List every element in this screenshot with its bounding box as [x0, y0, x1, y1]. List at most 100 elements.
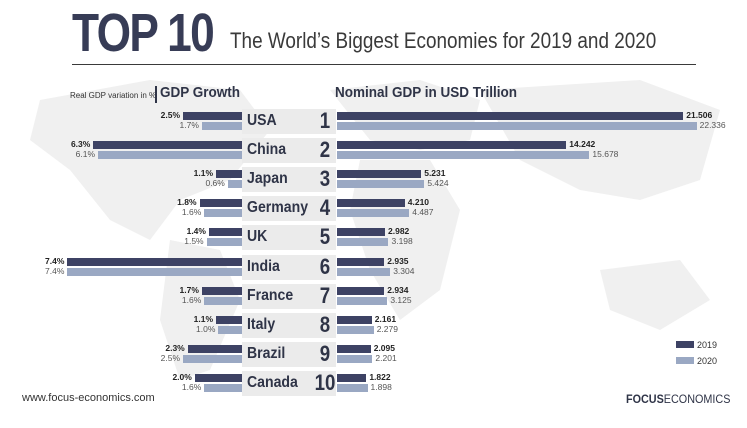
- growth-bar-2020-italy: [218, 325, 242, 334]
- title-divider: [72, 64, 696, 65]
- gdp-bar-2019-italy: [337, 315, 372, 324]
- rank-india: 6: [319, 253, 331, 279]
- country-band-brazil: [242, 341, 336, 367]
- country-label-canada: Canada: [247, 373, 298, 391]
- brand-logo: FOCUSECONOMICS: [626, 392, 730, 406]
- rank-china: 2: [319, 137, 331, 163]
- gdp-bar-2020-italy: [337, 325, 374, 334]
- growth-label-2019-italy: 1.1%: [193, 313, 214, 324]
- gdp-bar-2019-china: [337, 141, 567, 150]
- gdp-growth-header: GDP Growth: [160, 84, 241, 101]
- country-band-china: [242, 138, 336, 164]
- growth-bar-2020-germany: [204, 209, 242, 218]
- gdp-growth-note: Real GDP variation in %: [70, 91, 157, 100]
- subtitle: The World’s Biggest Economies for 2019 a…: [230, 28, 657, 53]
- growth-bar-2020-usa: [201, 122, 242, 130]
- gdp-label-2019-germany: 4.210: [407, 197, 430, 208]
- growth-label-2020-japan: 0.6%: [205, 178, 225, 189]
- gdp-label-2020-japan: 5.424: [427, 178, 449, 189]
- country-label-china: China: [247, 141, 287, 159]
- growth-label-2020-canada: 1.6%: [181, 381, 202, 392]
- country-label-usa: USA: [247, 112, 277, 129]
- growth-label-2020-brazil: 2.5%: [160, 352, 180, 363]
- gdp-bar-2019-germany: [337, 199, 405, 208]
- growth-bar-2019-france: [201, 286, 242, 295]
- country-band-uk: [242, 225, 336, 251]
- growth-label-2020-india: 7.4%: [45, 265, 65, 276]
- legend-label-2020: 2020: [697, 356, 718, 366]
- gdp-bar-2020-china: [337, 151, 590, 160]
- gdp-label-2020-brazil: 2.201: [375, 352, 397, 363]
- gdp-bar-2020-germany: [337, 209, 410, 218]
- growth-label-2019-usa: 2.5%: [160, 110, 180, 120]
- growth-bar-2020-uk: [206, 238, 242, 247]
- growth-label-2019-japan: 1.1%: [193, 168, 214, 179]
- country-band-usa: [242, 109, 336, 134]
- gdp-label-2020-france: 3.125: [390, 294, 412, 305]
- growth-bar-2020-japan: [227, 180, 242, 189]
- growth-label-2020-italy: 1.0%: [196, 323, 216, 334]
- country-band-italy: [242, 312, 336, 338]
- rank-france: 7: [319, 282, 331, 308]
- growth-label-2020-france: 1.6%: [181, 294, 202, 305]
- rank-germany: 4: [319, 195, 331, 221]
- growth-bar-2019-germany: [199, 199, 242, 208]
- gdp-label-2019-china: 14.242: [569, 139, 596, 150]
- growth-label-2019-germany: 1.8%: [177, 197, 197, 208]
- gdp-bar-2020-uk: [337, 238, 389, 247]
- growth-bar-2019-japan: [216, 170, 242, 179]
- country-label-uk: UK: [247, 228, 268, 246]
- growth-bar-2020-canada: [204, 383, 242, 392]
- gdp-label-2020-usa: 22.336: [699, 120, 726, 130]
- growth-bar-2020-india: [67, 267, 242, 276]
- gdp-bar-2019-usa: [337, 112, 684, 120]
- country-label-italy: Italy: [247, 315, 276, 333]
- growth-label-2019-india: 7.4%: [45, 255, 65, 266]
- gdp-bar-2019-france: [337, 286, 385, 295]
- legend-label-2019: 2019: [697, 340, 718, 350]
- rank-japan: 3: [319, 166, 331, 192]
- gdp-label-2019-japan: 5.231: [424, 168, 446, 179]
- growth-label-2020-germany: 1.6%: [181, 207, 202, 218]
- gdp-label-2019-france: 2.934: [387, 284, 409, 295]
- gdp-bar-2020-india: [337, 267, 391, 276]
- growth-bar-2020-brazil: [183, 354, 242, 363]
- legend-swatch-2019: [676, 341, 694, 348]
- gdp-label-2020-canada: 1.898: [370, 381, 392, 392]
- country-band-canada: [242, 370, 336, 396]
- gdp-label-2019-italy: 2.161: [374, 313, 397, 324]
- gdp-label-2020-uk: 3.198: [391, 236, 413, 247]
- growth-bar-2020-france: [204, 296, 242, 305]
- country-band-japan: [242, 167, 336, 193]
- gdp-label-2019-canada: 1.822: [369, 371, 391, 382]
- gdp-label-2020-india: 3.304: [393, 265, 415, 276]
- gdp-bar-2020-japan: [337, 180, 425, 189]
- growth-label-2020-china: 6.1%: [75, 149, 96, 160]
- country-label-brazil: Brazil: [247, 344, 286, 362]
- growth-label-2019-brazil: 2.3%: [165, 342, 185, 353]
- growth-bar-2019-usa: [183, 112, 242, 120]
- gdp-label-2019-usa: 21.506: [686, 110, 713, 120]
- gdp-label-2019-brazil: 2.095: [373, 342, 395, 353]
- legend-swatch-2020: [676, 357, 694, 364]
- country-label-india: India: [247, 257, 280, 275]
- nominal-gdp-header: Nominal GDP in USD Trillion: [335, 84, 518, 101]
- growth-bar-2019-china: [93, 141, 242, 150]
- header-accent-bar: [155, 86, 157, 103]
- gdp-bar-2019-india: [337, 257, 385, 266]
- country-label-france: France: [247, 286, 294, 304]
- growth-label-2020-uk: 1.5%: [184, 236, 204, 247]
- gdp-label-2020-china: 15.678: [592, 149, 619, 160]
- gdp-bar-2019-brazil: [337, 344, 371, 353]
- gdp-bar-2019-japan: [337, 170, 422, 179]
- country-band-germany: [242, 196, 336, 222]
- gdp-label-2019-india: 2.935: [387, 255, 409, 266]
- country-label-japan: Japan: [247, 170, 288, 188]
- growth-label-2019-france: 1.7%: [179, 284, 199, 295]
- rank-italy: 8: [319, 311, 331, 337]
- gdp-bar-2020-brazil: [337, 354, 373, 363]
- country-label-germany: Germany: [247, 199, 309, 217]
- footer-url[interactable]: www.focus-economics.com: [22, 392, 155, 404]
- gdp-label-2020-italy: 2.279: [376, 323, 398, 334]
- rank-brazil: 9: [319, 340, 331, 366]
